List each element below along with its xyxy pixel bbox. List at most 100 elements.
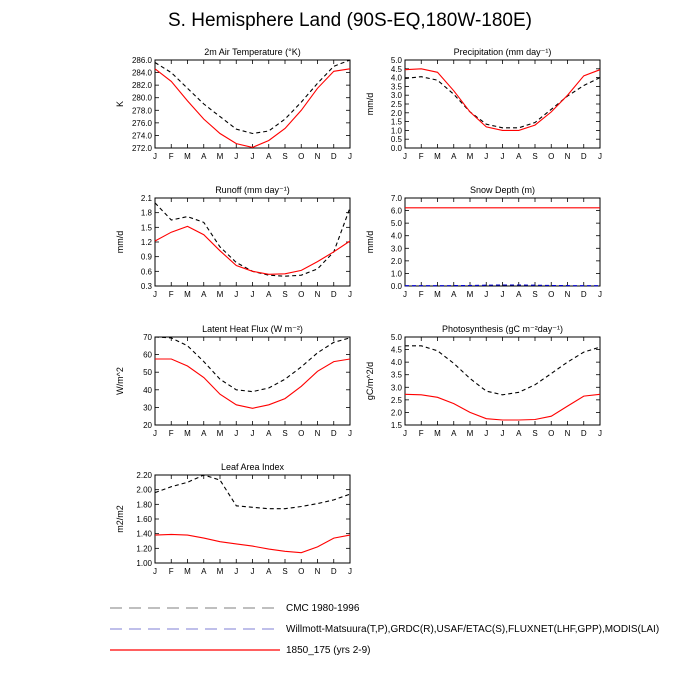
y-tick-label: 6.0 <box>391 207 403 216</box>
y-tick-label: 3.0 <box>391 383 403 392</box>
y-tick-label: 284.0 <box>132 69 153 78</box>
legend-swatch-cmc <box>110 607 280 609</box>
y-tick-label: 4.0 <box>391 232 403 241</box>
x-tick-label: J <box>501 429 505 438</box>
y-tick-label: 5.0 <box>391 56 403 65</box>
x-tick-label: S <box>282 567 287 576</box>
series-line-model <box>154 68 351 148</box>
y-tick-label: 4.0 <box>391 74 403 83</box>
y-tick-label: 0.9 <box>141 253 153 262</box>
x-tick-label: S <box>282 290 287 299</box>
panel-snow: Snow Depth (m) mm/d 0.0 1.0 2.0 3.0 4.0 5.0 6.0 7… <box>365 185 602 299</box>
y-tick-label: 0.5 <box>391 135 403 144</box>
y-axis-label: m2/m2 <box>115 505 125 533</box>
series-line-model <box>154 225 351 275</box>
panel-title: Leaf Area Index <box>221 462 285 472</box>
legend-item-obs: Willmott-Matsuura(T,P),GRDC(R),USAF/ETAC… <box>110 621 659 637</box>
legend-swatch-model <box>110 649 280 651</box>
x-tick-label: A <box>266 152 272 161</box>
y-tick-label: 278.0 <box>132 106 153 115</box>
y-axis-label: K <box>115 101 125 107</box>
x-tick-label: M <box>434 290 441 299</box>
x-tick-label: F <box>419 152 424 161</box>
panel-title: Latent Heat Flux (W m⁻²) <box>202 324 303 334</box>
legend-label-cmc: CMC 1980-1996 <box>286 602 360 614</box>
x-tick-label: F <box>169 152 174 161</box>
legend-item-cmc: CMC 1980-1996 <box>110 600 359 616</box>
y-tick-label: 0.0 <box>391 144 403 153</box>
x-tick-label: A <box>201 152 207 161</box>
series-line-obs <box>404 76 601 129</box>
y-axis-label: W/m^2 <box>115 367 125 395</box>
x-tick-label: O <box>298 429 304 438</box>
y-tick-label: 2.5 <box>391 100 403 109</box>
x-tick-label: A <box>266 290 272 299</box>
x-tick-label: F <box>169 429 174 438</box>
x-tick-label: A <box>516 290 522 299</box>
x-tick-label: N <box>315 290 321 299</box>
x-tick-label: M <box>184 567 191 576</box>
legend-item-model: 1850_175 (yrs 2-9) <box>110 642 371 658</box>
panel-title: Snow Depth (m) <box>470 185 535 195</box>
panel-title: Precipitation (mm day⁻¹) <box>454 47 552 57</box>
x-tick-label: M <box>467 152 474 161</box>
x-tick-label: J <box>251 152 255 161</box>
legend-swatch-obs <box>110 628 280 630</box>
y-tick-label: 1.8 <box>141 209 153 218</box>
series-line-model <box>404 68 601 131</box>
y-tick-label: 282.0 <box>132 81 153 90</box>
x-tick-label: J <box>403 429 407 438</box>
x-tick-label: J <box>234 567 238 576</box>
x-tick-label: M <box>184 152 191 161</box>
figure-title: S. Hemisphere Land (90S-EQ,180W-180E) <box>168 10 532 31</box>
x-tick-label: O <box>298 152 304 161</box>
y-tick-label: 2.00 <box>136 486 152 495</box>
y-axis-label: mm/d <box>365 231 375 254</box>
panel-runoff: Runoff (mm day⁻¹) mm/d 0.3 0.6 0.9 1.2 1.5 1.8 2… <box>115 185 352 299</box>
x-tick-label: A <box>201 429 207 438</box>
x-tick-label: D <box>331 290 337 299</box>
x-tick-label: J <box>403 152 407 161</box>
panel-lhf: Latent Heat Flux (W m⁻²) W/m^2 20 30 40 50 60 7… <box>115 324 352 438</box>
y-tick-label: 1.5 <box>391 118 403 127</box>
x-tick-label: J <box>348 290 352 299</box>
y-axis-label: mm/d <box>115 231 125 254</box>
x-tick-label: O <box>298 567 304 576</box>
x-tick-label: M <box>434 152 441 161</box>
x-tick-label: O <box>548 152 554 161</box>
x-tick-label: A <box>201 290 207 299</box>
x-tick-label: S <box>282 152 287 161</box>
plot-frame <box>404 59 601 149</box>
x-tick-label: N <box>565 290 571 299</box>
x-tick-label: J <box>598 429 602 438</box>
x-tick-label: A <box>451 429 457 438</box>
x-tick-label: M <box>184 290 191 299</box>
y-tick-label: 1.20 <box>136 544 152 553</box>
y-tick-label: 5.0 <box>391 219 403 228</box>
x-tick-label: M <box>217 567 224 576</box>
y-tick-label: 7.0 <box>391 194 403 203</box>
series-line-model <box>154 533 351 554</box>
panel-lai: Leaf Area Index m2/m2 1.00 1.20 1.40 1.60 1.80… <box>115 462 352 576</box>
y-tick-label: 1.80 <box>136 500 152 509</box>
y-tick-label: 286.0 <box>132 56 153 65</box>
x-tick-label: N <box>315 567 321 576</box>
y-tick-label: 4.0 <box>391 358 403 367</box>
x-tick-label: N <box>315 429 321 438</box>
y-axis-label: gC/m^2/d <box>365 362 375 400</box>
x-tick-label: M <box>217 290 224 299</box>
series-line-model <box>155 358 351 409</box>
x-tick-label: A <box>451 290 457 299</box>
x-tick-label: J <box>501 152 505 161</box>
y-tick-label: 276.0 <box>132 119 153 128</box>
y-tick-label: 2.0 <box>391 109 403 118</box>
x-tick-label: J <box>484 429 488 438</box>
y-tick-label: 5.0 <box>391 333 403 342</box>
x-tick-label: M <box>184 429 191 438</box>
series-line-obs <box>154 202 351 277</box>
y-tick-label: 4.5 <box>391 65 403 74</box>
x-tick-label: J <box>348 429 352 438</box>
x-tick-label: S <box>282 429 287 438</box>
x-tick-label: N <box>565 152 571 161</box>
x-tick-label: D <box>331 152 337 161</box>
